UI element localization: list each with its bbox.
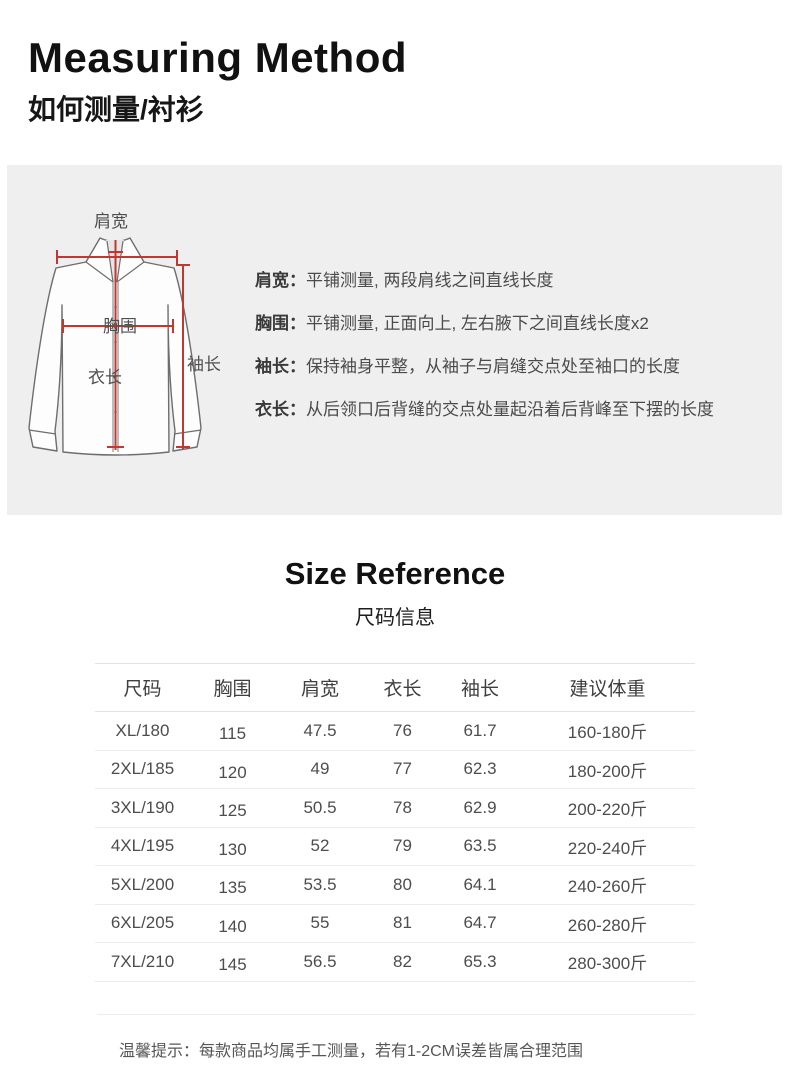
table-cell: 200-220斤 bbox=[520, 788, 695, 828]
table-cell: 63.5 bbox=[440, 827, 520, 866]
header-sleeve: 袖长 bbox=[440, 663, 520, 712]
instruction-label: 胸围： bbox=[255, 314, 306, 333]
table-cell: 62.3 bbox=[440, 750, 520, 789]
table-cell: 77 bbox=[365, 750, 440, 789]
footer-note: 温馨提示：每款商品均属手工测量，若有1-2CM误差皆属合理范围 bbox=[118, 1043, 583, 1060]
table-cell: 79 bbox=[365, 827, 440, 866]
size-table-body: XL/180 115 47.5 76 61.7 160-180斤 2XL/185 120 49 7… bbox=[95, 711, 695, 982]
instruction-shoulder: 肩宽：平铺测量, 两段肩线之间直线长度 bbox=[255, 271, 775, 291]
table-cell: 125 bbox=[190, 788, 275, 828]
instruction-length: 衣长：从后领口后背缝的交点处量起沿着后背峰至下摆的长度 bbox=[255, 400, 775, 420]
table-header-row: 尺码 胸围 肩宽 衣长 袖长 建议体重 bbox=[95, 663, 695, 712]
table-cell: 280-300斤 bbox=[520, 942, 695, 982]
size-reference-title: Size Reference bbox=[284, 556, 506, 591]
table-cell: 81 bbox=[365, 904, 440, 943]
instruction-label: 肩宽： bbox=[255, 271, 306, 290]
page-title: Measuring Method bbox=[28, 34, 408, 81]
table-cell: 49 bbox=[275, 750, 365, 789]
table-row: 3XL/190 125 50.5 78 62.9 200-220斤 bbox=[95, 788, 695, 828]
table-cell: 7XL/210 bbox=[95, 942, 190, 982]
sleeve-measure-line bbox=[176, 264, 190, 449]
table-cell: 47.5 bbox=[275, 711, 365, 751]
instruction-text: 从后领口后背缝的交点处量起沿着后背峰至下摆的长度 bbox=[306, 400, 714, 419]
collar-lines bbox=[28, 240, 202, 435]
table-cell: 4XL/195 bbox=[95, 827, 190, 866]
table-cell: 82 bbox=[365, 942, 440, 982]
button-placket bbox=[112, 282, 119, 452]
divider-line bbox=[97, 1014, 695, 1015]
instruction-label: 袖长： bbox=[255, 357, 306, 376]
table-cell: 2XL/185 bbox=[95, 750, 190, 789]
instruction-text: 平铺测量, 正面向上, 左右腋下之间直线长度x2 bbox=[306, 314, 649, 333]
table-cell: 3XL/190 bbox=[95, 788, 190, 828]
shoulder-measure-line bbox=[56, 250, 178, 264]
table-cell: 53.5 bbox=[275, 865, 365, 905]
chest-measure-line bbox=[62, 319, 174, 333]
sleeve-length-label: 袖长 bbox=[187, 355, 221, 374]
table-cell: 64.7 bbox=[440, 904, 520, 943]
table-cell: 78 bbox=[365, 788, 440, 828]
table-cell: 220-240斤 bbox=[520, 827, 695, 866]
header-size: 尺码 bbox=[95, 663, 190, 712]
table-cell: XL/180 bbox=[95, 711, 190, 751]
header-weight: 建议体重 bbox=[520, 663, 695, 712]
measuring-instructions: 肩宽：平铺测量, 两段肩线之间直线长度 胸围：平铺测量, 正面向上, 左右腋下之… bbox=[255, 271, 775, 420]
table-row: 7XL/210 145 56.5 82 65.3 280-300斤 bbox=[95, 942, 695, 982]
table-cell: 61.7 bbox=[440, 711, 520, 751]
table-cell: 240-260斤 bbox=[520, 865, 695, 905]
table-cell: 115 bbox=[190, 711, 275, 751]
size-table: 尺码 胸围 肩宽 衣长 袖长 建议体重 XL/180 115 47.5 76 61.7 1… bbox=[95, 663, 695, 982]
table-cell: 130 bbox=[190, 827, 275, 866]
table-cell: 120 bbox=[190, 750, 275, 789]
shirt-measurement-diagram: 肩宽 胸围 衣长 袖长 bbox=[28, 212, 221, 456]
shoulder-width-label: 肩宽 bbox=[94, 212, 128, 231]
table-cell: 64.1 bbox=[440, 865, 520, 905]
table-cell: 56.5 bbox=[275, 942, 365, 982]
table-cell: 5XL/200 bbox=[95, 865, 190, 905]
instruction-sleeve: 袖长：保持袖身平整，从袖子与肩缝交点处至袖口的长度 bbox=[255, 357, 775, 377]
page-subtitle: 如何测量/衬衫 bbox=[28, 94, 204, 125]
table-cell: 52 bbox=[275, 827, 365, 866]
instruction-text: 保持袖身平整，从袖子与肩缝交点处至袖口的长度 bbox=[306, 357, 680, 376]
instruction-chest: 胸围：平铺测量, 正面向上, 左右腋下之间直线长度x2 bbox=[255, 314, 775, 334]
header-length: 衣长 bbox=[365, 663, 440, 712]
table-cell: 145 bbox=[190, 942, 275, 982]
table-cell: 140 bbox=[190, 904, 275, 943]
table-row: 2XL/185 120 49 77 62.3 180-200斤 bbox=[95, 750, 695, 789]
table-cell: 180-200斤 bbox=[520, 750, 695, 789]
length-measure-line bbox=[107, 240, 124, 450]
size-reference-subtitle: 尺码信息 bbox=[355, 607, 435, 629]
table-cell: 260-280斤 bbox=[520, 904, 695, 943]
table-cell: 55 bbox=[275, 904, 365, 943]
instruction-text: 平铺测量, 两段肩线之间直线长度 bbox=[306, 271, 554, 290]
table-cell: 80 bbox=[365, 865, 440, 905]
garment-length-label: 衣长 bbox=[88, 368, 122, 387]
chest-label: 胸围 bbox=[103, 317, 137, 336]
table-cell: 65.3 bbox=[440, 942, 520, 982]
header-chest: 胸围 bbox=[190, 663, 275, 712]
table-row: XL/180 115 47.5 76 61.7 160-180斤 bbox=[95, 711, 695, 751]
table-cell: 160-180斤 bbox=[520, 711, 695, 751]
table-cell: 135 bbox=[190, 865, 275, 905]
table-row: 6XL/205 140 55 81 64.7 260-280斤 bbox=[95, 904, 695, 943]
table-cell: 50.5 bbox=[275, 788, 365, 828]
header-shoulder: 肩宽 bbox=[275, 663, 365, 712]
measuring-diagram-panel: 肩宽 胸围 衣长 袖长 肩宽：平铺测量, 两段肩线之间直线长度 胸围：平铺测量,… bbox=[7, 165, 782, 515]
table-cell: 6XL/205 bbox=[95, 904, 190, 943]
instruction-label: 衣长： bbox=[255, 400, 306, 419]
table-cell: 62.9 bbox=[440, 788, 520, 828]
table-cell: 76 bbox=[365, 711, 440, 751]
table-row: 4XL/195 130 52 79 63.5 220-240斤 bbox=[95, 827, 695, 866]
table-row: 5XL/200 135 53.5 80 64.1 240-260斤 bbox=[95, 865, 695, 905]
